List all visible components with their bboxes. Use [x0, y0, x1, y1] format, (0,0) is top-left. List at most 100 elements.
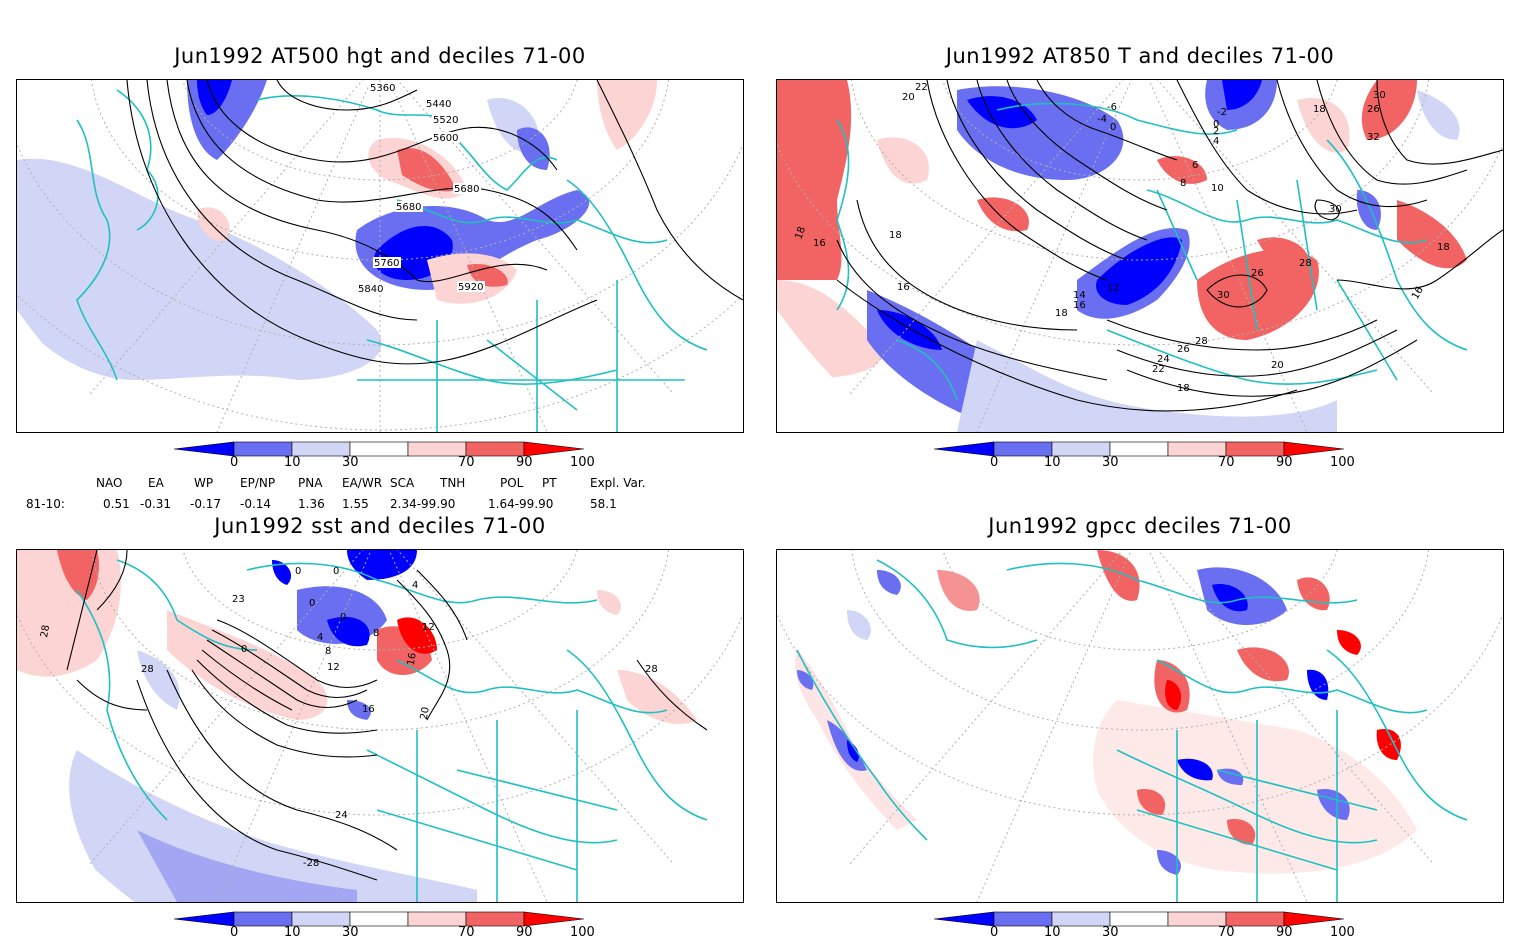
colorbar-segment: [291, 911, 351, 927]
contour-label: 30: [1329, 204, 1342, 215]
colorbar-sst: [173, 911, 585, 927]
index-value-eawr: 1.55: [342, 497, 369, 511]
contour-label: 18: [1437, 242, 1450, 253]
colorbar-segment: [1167, 911, 1227, 927]
colorbar-tick-label: 90: [1276, 455, 1293, 470]
colorbar-tick-label: 30: [1102, 455, 1119, 470]
contour-label: 16: [813, 238, 826, 249]
colorbar-tick-label: 10: [1044, 455, 1061, 470]
colorbar-tick-label: 100: [570, 925, 595, 940]
contour-label: 23: [232, 594, 245, 605]
colorbar-gpcc: [933, 911, 1345, 927]
contour-label: 18: [1055, 308, 1068, 319]
panel-title-gpcc: Jun1992 gpcc deciles 71-00: [988, 514, 1292, 538]
contour-label: 0: [1213, 119, 1219, 130]
colorbar-segment: [407, 911, 467, 927]
index-value-sca-tnh: 2.34-99.90: [390, 497, 456, 511]
contour-label: 5840: [358, 284, 383, 295]
index-value-pol-pt: 1.64-99.90: [488, 497, 554, 511]
index-header-pt: PT: [542, 476, 557, 490]
colorbar-tick-label: 30: [342, 925, 359, 940]
index-header-ea: EA: [148, 476, 164, 490]
colorbar-tick-label: 100: [1330, 455, 1355, 470]
index-header-explvar: Expl. Var.: [590, 476, 646, 490]
colorbar-segment: [1109, 911, 1169, 927]
contour-label: 30: [1217, 290, 1230, 301]
colorbar-tick-label: 70: [1218, 925, 1235, 940]
contour-label: 24: [1157, 354, 1170, 365]
colorbar-arrow-low: [933, 911, 995, 927]
colorbar-tick-label: 10: [1044, 925, 1061, 940]
colorbar-tick-label: 10: [284, 455, 301, 470]
contour-label: 5440: [426, 99, 451, 110]
colorbar-segment: [1167, 441, 1227, 457]
contour-label: 6: [1192, 160, 1198, 171]
colorbar-segment: [1109, 441, 1169, 457]
contour-label: 5680: [396, 202, 421, 213]
contour-label: 5920: [458, 282, 483, 293]
colorbar-segment: [993, 911, 1053, 927]
colorbar-arrow-low: [933, 441, 995, 457]
colorbar-segment: [407, 441, 467, 457]
contour-label: 8: [325, 646, 331, 657]
colorbar-arrow-low: [173, 911, 235, 927]
contour-label: 20: [902, 92, 915, 103]
colorbar-arrow-high: [1283, 441, 1345, 457]
contour-label: 16: [1410, 285, 1426, 302]
index-header-epnp: EP/NP: [240, 476, 276, 490]
contour-label: 22: [915, 82, 928, 93]
panel-title-hgt500: Jun1992 AT500 hgt and deciles 71-00: [174, 44, 586, 68]
colorbar-segment: [349, 911, 409, 927]
contour-label: 14: [1073, 290, 1086, 301]
contour-label: 0: [241, 644, 247, 655]
colorbar-tick-label: 90: [516, 455, 533, 470]
contour-label: 22: [1152, 364, 1165, 375]
colorbar-arrow-low: [173, 441, 235, 457]
contour-label: -4: [1097, 114, 1107, 125]
contour-label: 18: [889, 230, 902, 241]
index-header-tnh: TNH: [440, 476, 466, 490]
contour-label: 18: [1177, 383, 1190, 394]
index-value-pna: 1.36: [298, 497, 325, 511]
colorbar-t850: [933, 441, 1345, 457]
contour-label: 28: [141, 664, 154, 675]
index-row-label: 81-10:: [26, 497, 65, 511]
contour-label: 2: [1213, 126, 1219, 137]
colorbar-arrow-high: [1283, 911, 1345, 927]
contour-label: 16: [362, 704, 375, 715]
contour-label: -28: [303, 858, 319, 869]
colorbar-tick-label: 0: [230, 455, 239, 470]
colorbar-tick-label: 10: [284, 925, 301, 940]
contour-label: 20: [1271, 360, 1284, 371]
contour-label: 4: [317, 632, 323, 643]
contour-label: 12: [327, 662, 340, 673]
colorbar-segment: [993, 441, 1053, 457]
colorbar-arrow-high: [523, 911, 585, 927]
colorbar-segment: [291, 441, 351, 457]
contour-label: 16: [897, 282, 910, 293]
colorbar-segment: [1225, 441, 1285, 457]
contour-label: 28: [39, 624, 52, 638]
contour-label: 28: [645, 664, 658, 675]
map-panel-hgt500: 5360 5440 5520 5600 5680 5680 5760 5840 …: [16, 79, 744, 433]
colorbar-tick-label: 30: [342, 455, 359, 470]
colorbar-tick-label: 0: [990, 925, 999, 940]
contour-label: 0: [340, 612, 346, 623]
contour-label: 18: [1313, 104, 1326, 115]
contour-label: 8: [1180, 178, 1186, 189]
contour-label: 0: [309, 598, 315, 609]
contour-label: 8: [373, 628, 379, 639]
colorbar-segment: [1051, 911, 1111, 927]
index-header-nao: NAO: [96, 476, 123, 490]
colorbar-tick-label: 70: [458, 925, 475, 940]
map-panel-sst: 28 23 0 0 0 0 0 4 4 8 8 12 12 16 16 20 2…: [16, 549, 744, 903]
index-header-eawr: EA/WR: [342, 476, 383, 490]
colorbar-segment: [1051, 441, 1111, 457]
colorbar-segment: [349, 441, 409, 457]
contour-label: 4: [412, 580, 418, 591]
colorbar-segment: [233, 441, 293, 457]
contour-label: 12: [1107, 283, 1120, 294]
contour-label: 0: [333, 566, 339, 577]
contour-label: 26: [1251, 268, 1264, 279]
contour-label: 5360: [370, 83, 395, 94]
